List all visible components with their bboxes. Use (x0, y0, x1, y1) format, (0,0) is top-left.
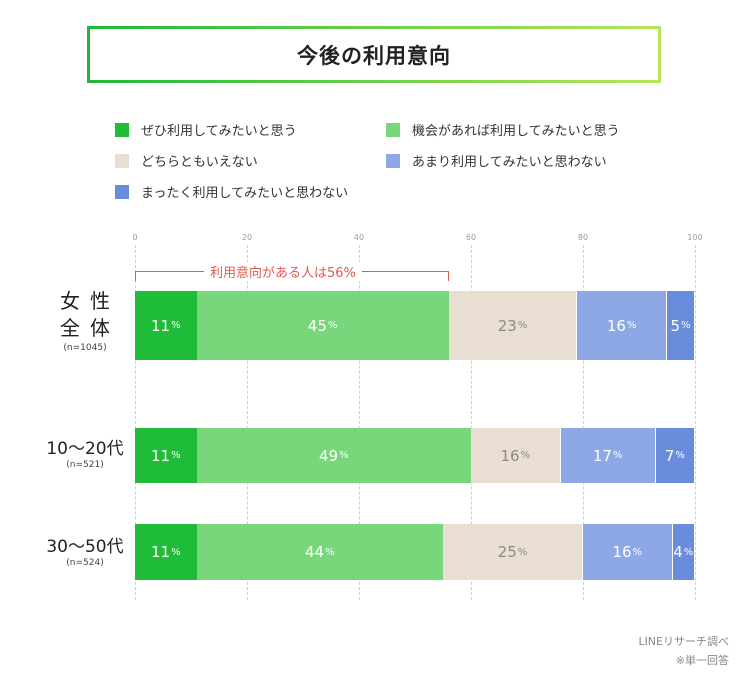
row-label-30-50s: 30〜50代 (n=524) (40, 537, 130, 569)
bar-segment: 4% (672, 524, 695, 580)
gridline (695, 245, 696, 600)
x-tick-label: 20 (241, 233, 253, 242)
percent-sign: % (171, 546, 181, 558)
bar-segment: 16% (577, 291, 667, 360)
row-sample-size: (n=1045) (63, 343, 107, 353)
data-label: 5 (670, 316, 680, 335)
bar-segment: 11% (135, 291, 197, 360)
gridline (583, 245, 584, 600)
percent-sign: % (171, 320, 181, 331)
legend-item-3: どちらともいえない (115, 151, 258, 170)
stacked-bar: 11% 45% 23% 16% 5% (135, 291, 695, 360)
data-label: 11 (150, 543, 171, 561)
bar-segment: 17% (560, 428, 656, 483)
gridline (135, 245, 136, 600)
legend-swatch-3 (115, 153, 129, 168)
legend-swatch-5 (115, 184, 129, 199)
bar-segment: 11% (135, 428, 197, 483)
bar-segment: 16% (470, 428, 561, 483)
legend-swatch-2 (386, 122, 400, 137)
legend-item-5: まったく利用してみたいと思わない (115, 182, 348, 201)
row-label-line-1: 10〜20代 (46, 439, 124, 459)
bar-segment: 49% (196, 428, 471, 483)
percent-sign: % (171, 450, 181, 461)
row-label-10-20s: 10〜20代 (n=521) (40, 439, 130, 471)
percent-sign: % (517, 320, 528, 331)
x-tick-label: 100 (687, 233, 703, 242)
percent-sign: % (632, 546, 643, 558)
data-label: 16 (500, 446, 520, 465)
row-label-line-1: 女性 (60, 289, 120, 313)
bar-segment: 16% (582, 524, 673, 580)
percent-sign: % (683, 546, 694, 558)
bar-segment: 5% (666, 291, 695, 360)
data-label: 49 (318, 446, 339, 465)
data-label: 23 (497, 316, 517, 335)
bar-segment: 44% (196, 524, 443, 580)
data-label: 17 (592, 446, 612, 465)
row-sample-size: (n=524) (66, 558, 104, 568)
footer-source: LINEリサーチ調べ (638, 635, 729, 648)
x-tick-label: 80 (577, 233, 589, 242)
bar-segment: 25% (442, 524, 583, 580)
footer-note: ※単一回答 (675, 654, 729, 667)
legend-item-2: 機会があれば利用してみたいと思う (386, 120, 620, 139)
data-label: 45 (307, 316, 327, 335)
gridline (247, 245, 248, 600)
legend-label-1: ぜひ利用してみたいと思う (141, 124, 297, 139)
percent-sign: % (626, 320, 637, 331)
data-label: 44 (304, 543, 325, 561)
row-sample-size: (n=521) (66, 460, 104, 470)
row-label-line-2: 全体 (60, 316, 120, 340)
legend-item-1: ぜひ利用してみたいと思う (115, 120, 297, 139)
percent-sign: % (339, 450, 349, 461)
x-tick-label: 0 (132, 233, 138, 242)
percent-sign: % (517, 546, 528, 558)
stacked-bar: 11% 49% 16% 17% 7% (135, 428, 695, 483)
gridline (471, 245, 472, 600)
data-label: 7 (664, 446, 675, 465)
legend-label-3: どちらともいえない (141, 155, 258, 170)
percent-sign: % (612, 450, 623, 461)
percent-sign: % (675, 450, 685, 461)
percent-sign: % (520, 450, 531, 461)
bar-segment: 45% (196, 291, 449, 360)
data-label: 25 (497, 543, 517, 561)
x-tick-label: 40 (353, 233, 365, 242)
gridline (359, 245, 360, 600)
row-label-line-1: 30〜50代 (46, 537, 124, 557)
stacked-bar: 11% 44% 25% 16% 4% (135, 524, 695, 580)
legend-swatch-4 (386, 153, 400, 168)
legend-swatch-1 (115, 122, 129, 137)
data-label: 4 (673, 543, 683, 561)
legend-item-4: あまり利用してみたいと思わない (386, 151, 607, 170)
bar-segment: 7% (655, 428, 695, 483)
row-label-all-women: 女性 全体 (n=1045) (40, 288, 130, 354)
bar-segment: 23% (448, 291, 578, 360)
percent-sign: % (681, 320, 691, 331)
bar-segment: 11% (135, 524, 197, 580)
data-label: 11 (150, 316, 171, 335)
annotation-label: 利用意向がある人は56% (204, 262, 362, 281)
percent-sign: % (327, 320, 338, 331)
legend-label-2: 機会があれば利用してみたいと思う (412, 124, 620, 139)
data-label: 16 (612, 543, 632, 561)
chart-title: 今後の利用意向 (297, 43, 451, 68)
chart-title-box: 今後の利用意向 (87, 26, 661, 83)
legend-label-4: あまり利用してみたいと思わない (412, 155, 607, 170)
x-tick-label: 60 (465, 233, 477, 242)
data-label: 16 (606, 316, 626, 335)
legend-label-5: まったく利用してみたいと思わない (141, 186, 349, 201)
percent-sign: % (325, 546, 335, 558)
data-label: 11 (150, 446, 171, 465)
